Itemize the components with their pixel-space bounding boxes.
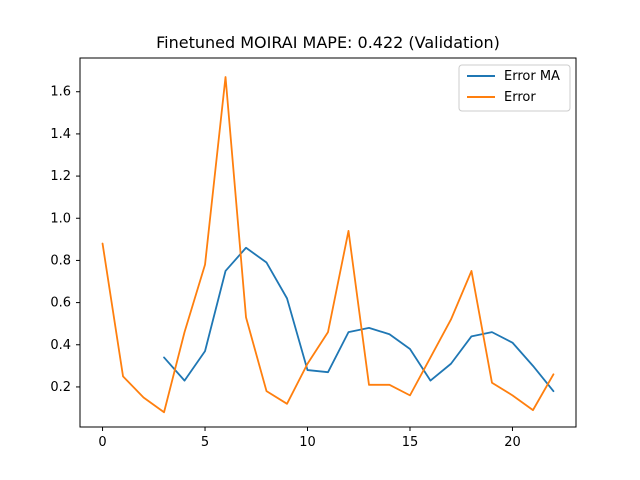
x-tick-label: 15: [402, 435, 419, 450]
chart-title: Finetuned MOIRAI MAPE: 0.422 (Validation…: [156, 33, 500, 52]
y-tick-label: 0.2: [50, 380, 71, 395]
x-tick-label: 0: [98, 435, 106, 450]
series-line-error: [101, 76, 555, 414]
series-line-error-ma: [163, 246, 555, 393]
y-tick-label: 0.4: [50, 338, 71, 353]
y-tick-label: 0.8: [50, 253, 71, 268]
y-tick-label: 1.4: [50, 127, 71, 142]
y-tick-label: 1.2: [50, 169, 71, 184]
y-tick-label: 1.0: [50, 211, 71, 226]
x-axis: 0 5 10 15 20: [98, 427, 521, 450]
x-tick-label: 5: [201, 435, 209, 450]
legend-label-error-ma: Error MA: [504, 69, 560, 84]
y-tick-label: 1.6: [50, 85, 71, 100]
x-tick-label: 20: [504, 435, 521, 450]
legend: Error MA Error: [458, 64, 571, 112]
series-layer: [101, 76, 555, 414]
y-axis: 0.2 0.4 0.6 0.8 1.0 1.2 1.4 1.6: [50, 85, 80, 395]
x-tick-label: 10: [299, 435, 316, 450]
plot-frame: [79, 57, 577, 428]
y-tick-label: 0.6: [50, 296, 71, 311]
legend-label-error: Error: [504, 90, 536, 105]
